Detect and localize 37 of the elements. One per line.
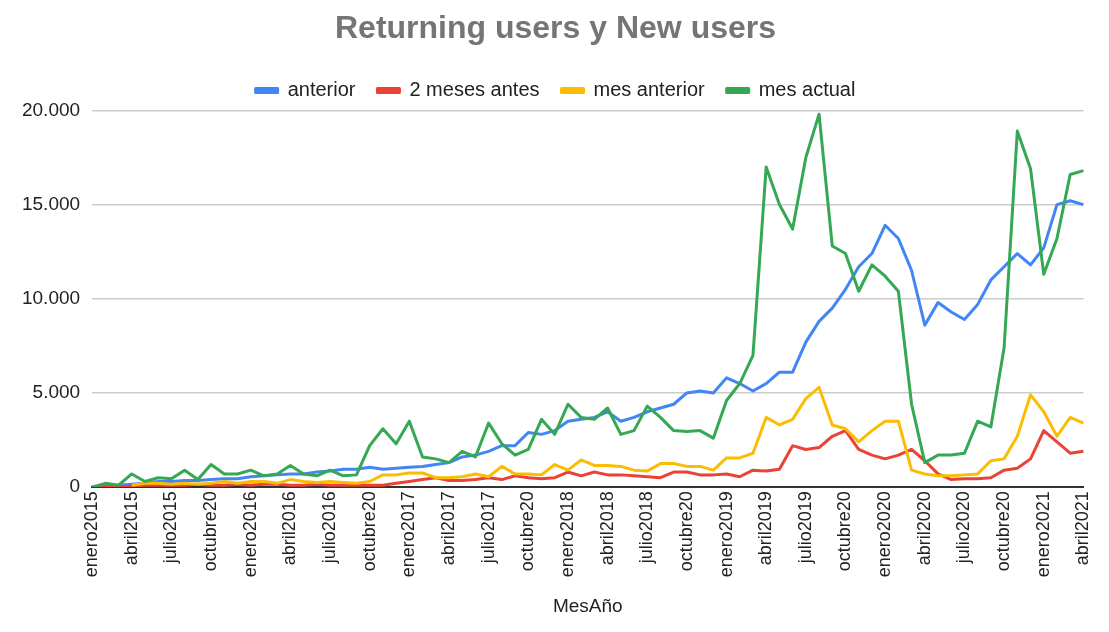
x-tick-label: octubre20: [200, 491, 221, 572]
x-tick-label: julio2018: [636, 491, 657, 565]
x-tick-label: abril2019: [755, 491, 776, 566]
legend-label: mes anterior: [593, 77, 705, 100]
x-axis-title: MesAño: [552, 594, 623, 616]
x-tick-label: enero2018: [556, 491, 577, 578]
x-tick-label: octubre20: [993, 491, 1014, 572]
x-tick-label: julio2015: [160, 491, 181, 565]
x-tick-label: octubre20: [675, 491, 696, 572]
x-tick-label: octubre20: [358, 491, 379, 572]
x-tick-label: julio2020: [953, 491, 974, 565]
legend-label: 2 meses antes: [409, 77, 540, 100]
x-tick-label: enero2015: [81, 491, 102, 578]
x-tick-label: octubre20: [834, 491, 855, 572]
x-tick-label: julio2017: [477, 491, 498, 565]
chart-title: Returning users y New users: [334, 9, 777, 46]
x-tick-label: abril2017: [437, 491, 458, 566]
x-tick-label: octubre20: [517, 491, 538, 572]
x-tick-label: enero2020: [874, 491, 895, 578]
x-tick-label: enero2017: [398, 491, 419, 578]
legend-label: mes actual: [758, 77, 856, 100]
y-tick-label: 15.000: [21, 192, 81, 214]
y-tick-label: 0: [69, 475, 81, 497]
x-tick-label: julio2019: [794, 491, 815, 565]
x-tick-label: enero2016: [239, 491, 260, 578]
y-tick-label: 20.000: [21, 98, 81, 120]
y-tick-label: 5.000: [32, 381, 81, 403]
x-tick-label: abril2021: [1072, 491, 1093, 566]
x-tick-label: abril2016: [279, 491, 300, 566]
x-tick-label: abril2015: [120, 491, 141, 566]
x-tick-label: enero2021: [1032, 491, 1053, 578]
legend-label: anterior: [287, 77, 356, 100]
x-tick-label: abril2020: [913, 491, 934, 566]
y-tick-label: 10.000: [21, 286, 81, 308]
x-tick-label: julio2016: [318, 491, 339, 565]
x-tick-label: enero2019: [715, 491, 736, 578]
x-tick-label: abril2018: [596, 491, 617, 566]
